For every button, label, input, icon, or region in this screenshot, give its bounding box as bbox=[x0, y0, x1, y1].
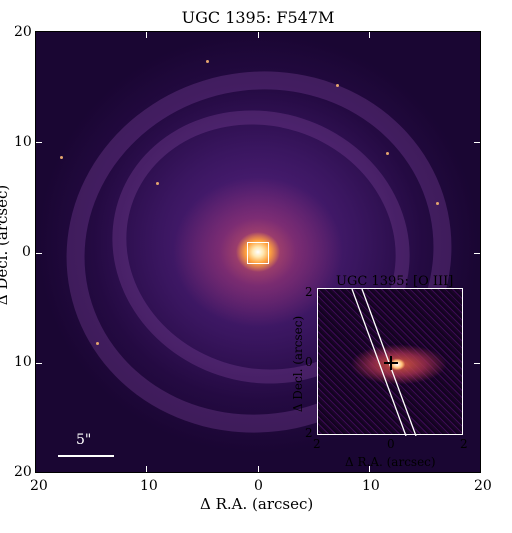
inset-y-tick-label: 2 bbox=[305, 285, 313, 299]
star-speck bbox=[336, 84, 339, 87]
scale-bar bbox=[58, 455, 114, 457]
inset-x-tick-label: 2 bbox=[460, 437, 468, 451]
inset-y-axis-label: Δ Decl. (arcsec) bbox=[291, 315, 306, 413]
inset-y-tick-label: 0 bbox=[305, 355, 313, 369]
slit-overlay bbox=[351, 289, 417, 436]
figure-title: UGC 1395: F547M bbox=[181, 8, 335, 27]
inset-y-tick-label: 2 bbox=[305, 426, 313, 440]
x-tick-label: 10 bbox=[362, 478, 380, 494]
star-speck bbox=[386, 152, 389, 155]
oiii-inset bbox=[317, 288, 463, 436]
star-speck bbox=[60, 156, 63, 159]
y-tick-label: 10 bbox=[14, 354, 32, 370]
star-speck bbox=[96, 342, 99, 345]
y-axis-label: Δ Decl. (arcsec) bbox=[0, 184, 12, 305]
star-speck bbox=[206, 60, 209, 63]
star-speck bbox=[436, 202, 439, 205]
y-tick-label: 10 bbox=[14, 134, 32, 150]
inset-x-tick-label: 0 bbox=[387, 437, 395, 451]
y-tick-label: 20 bbox=[14, 464, 32, 480]
inset-x-tick-label: 2 bbox=[313, 437, 321, 451]
x-axis-label: Δ R.A. (arcsec) bbox=[200, 495, 314, 513]
star-speck bbox=[156, 182, 159, 185]
y-tick-label: 0 bbox=[22, 244, 31, 260]
x-tick-label: 20 bbox=[30, 478, 48, 494]
y-tick-label: 20 bbox=[14, 24, 32, 40]
scale-bar-label: 5" bbox=[76, 432, 92, 448]
x-tick-label: 20 bbox=[474, 478, 492, 494]
x-tick-label: 0 bbox=[254, 478, 263, 494]
inset-x-axis-label: Δ R.A. (arcsec) bbox=[345, 455, 436, 469]
x-tick-label: 10 bbox=[140, 478, 158, 494]
nucleus-box bbox=[247, 242, 269, 264]
inset-title: UGC 1395: [O III] bbox=[336, 274, 454, 289]
